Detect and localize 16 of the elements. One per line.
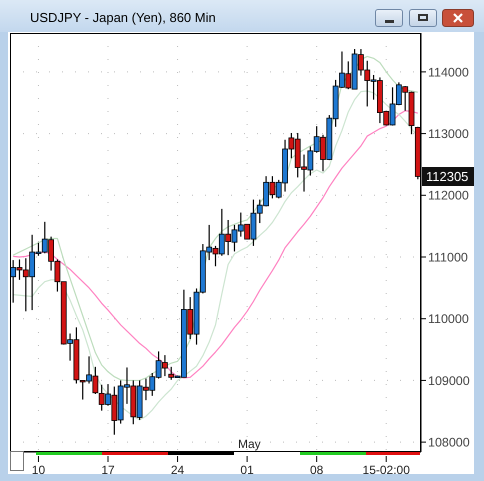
annotation: May [238, 437, 261, 451]
x-tick-label: 08 [310, 463, 324, 477]
y-tick-label: 109000 [428, 374, 470, 388]
x-tick-label: 17 [101, 463, 115, 477]
y-tick-label: 113000 [428, 127, 469, 142]
chart-title: USDJPY - Japan (Yen), 860 Min [30, 10, 216, 25]
y-tick-label: 112000 [428, 188, 469, 203]
x-tick-label: 01 [240, 463, 254, 477]
x-tick-label: 24 [170, 463, 185, 477]
y-tick-label: 111000 [428, 250, 468, 264]
text: 112305 [422, 167, 474, 186]
y-tick-label: 114000 [428, 65, 469, 80]
y-tick-label: 108000 [428, 436, 470, 450]
y-tick-label: 110000 [428, 312, 469, 326]
x-tick-label: 15-02:00 [362, 463, 410, 477]
x-tick-label: 10 [32, 463, 46, 477]
